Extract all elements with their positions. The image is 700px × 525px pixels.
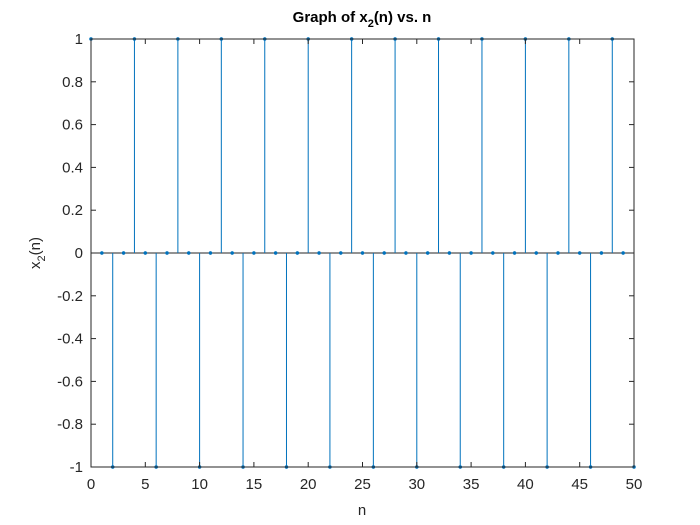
stem-marker [317,251,321,255]
y-tick-label: -0.8 [57,416,83,433]
tick-labels: 0 5 10 15 20 25 30 35 40 45 50 -1 -0.8 -0.6 -0.4 -0.2 0 0… [57,31,642,493]
stem-marker [165,251,169,255]
axes [90,38,635,468]
x-tick-label: 5 [141,476,149,493]
stem-marker [121,251,126,255]
stem-marker [273,251,278,255]
stem-marker [295,251,300,255]
x-tick-label: 45 [571,476,588,493]
stem-marker [577,251,582,255]
x-tick-label: 20 [300,476,317,493]
y-tick-label: 0 [75,245,83,262]
y-tick-label: 0.4 [62,159,83,176]
stem-marker [425,251,430,255]
y-tick-label: 0.2 [62,202,83,219]
stem-marker [208,251,213,255]
y-axis-label: x2(n) [27,237,48,269]
stem-marker [404,251,408,255]
x-tick-label: 30 [408,476,425,493]
stem-marker [338,251,343,255]
y-tick-label: 1 [75,31,83,48]
stem-lines [90,39,635,467]
x-tick-label: 35 [463,476,480,493]
x-tick-label: 10 [191,476,208,493]
x-tick-label: 15 [246,476,263,493]
x-tick-label: 50 [626,476,643,493]
stem-marker [447,251,452,255]
y-tick-label: -1 [70,459,83,476]
y-tick-label: -0.6 [57,373,83,390]
x-tick-label: 0 [87,476,95,493]
y-tick-label: -0.4 [57,331,83,348]
stem-marker [143,251,148,255]
x-axis-label: n [358,502,366,519]
stem-marker [230,251,235,255]
stem-marker [490,251,495,255]
x-tick-label: 40 [517,476,534,493]
stem-marker [100,251,104,255]
y-tick-label: -0.2 [57,288,83,305]
stem-marker [556,251,560,255]
stem-marker [512,251,517,255]
stem-marker [469,251,473,255]
stem-marker [252,251,256,255]
stem-marker [186,251,191,255]
y-tick-label: 0.6 [62,117,83,134]
stem-marker [534,251,539,255]
stem-marker [599,251,604,255]
y-tick-label: 0.8 [62,74,83,91]
chart-title: Graph of x2(n) vs. n [293,9,432,30]
stem-marker [382,251,387,255]
stem-marker [621,251,625,255]
stem-marker [360,251,365,255]
x-tick-label: 25 [354,476,371,493]
